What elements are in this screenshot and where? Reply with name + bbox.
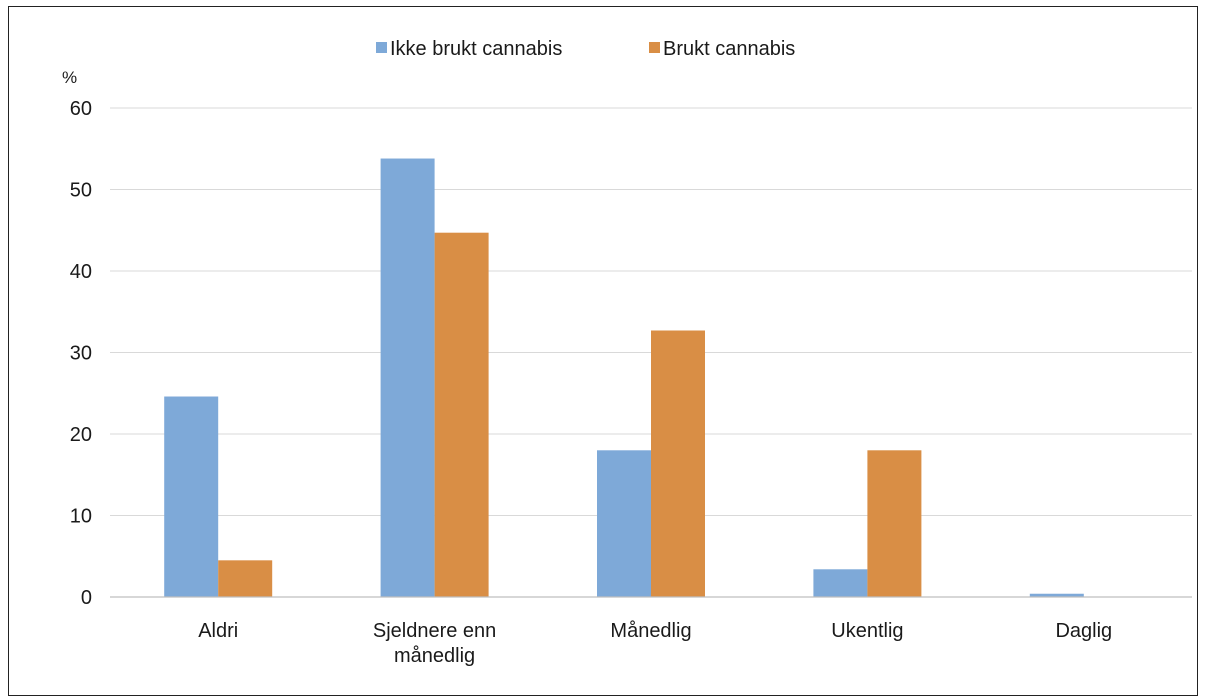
bar-brukt-0 xyxy=(218,560,273,597)
y-axis-unit-label: % xyxy=(62,68,77,87)
bar-brukt-1 xyxy=(434,232,489,597)
legend-swatch xyxy=(649,42,660,53)
y-tick-label: 60 xyxy=(70,98,92,120)
legend-label: Ikke brukt cannabis xyxy=(390,38,562,60)
category-label: månedlig xyxy=(394,645,475,667)
legend: Ikke brukt cannabis Brukt cannabis xyxy=(376,38,795,60)
y-tick-label: 40 xyxy=(70,261,92,283)
bar-ikke-brukt-0 xyxy=(164,396,219,597)
y-tick-label: 30 xyxy=(70,343,92,365)
bar-ikke-brukt-1 xyxy=(380,158,435,597)
y-tick-label: 50 xyxy=(70,180,92,202)
legend-label: Brukt cannabis xyxy=(663,38,795,60)
bar-ikke-brukt-4 xyxy=(1029,593,1084,597)
y-tick-label: 0 xyxy=(81,587,92,609)
category-label: Sjeldnere enn xyxy=(373,620,496,642)
category-label: Månedlig xyxy=(610,620,691,642)
y-tick-label: 20 xyxy=(70,424,92,446)
y-axis-tick-labels: 0 10 20 30 40 50 60 xyxy=(70,98,92,609)
bar-brukt-2 xyxy=(651,330,705,597)
bar-ikke-brukt-2 xyxy=(597,450,651,597)
category-label: Ukentlig xyxy=(831,620,903,642)
category-labels: Aldri Sjeldnere enn månedlig Månedlig Ukentl… xyxy=(198,620,1112,667)
category-label: Aldri xyxy=(198,620,238,642)
legend-swatch xyxy=(376,42,387,53)
y-tick-label: 10 xyxy=(70,506,92,528)
category-label: Daglig xyxy=(1055,620,1112,642)
gridlines xyxy=(110,107,1192,516)
bars xyxy=(164,158,1084,597)
bar-ikke-brukt-3 xyxy=(813,569,868,597)
bar-brukt-3 xyxy=(867,450,922,597)
